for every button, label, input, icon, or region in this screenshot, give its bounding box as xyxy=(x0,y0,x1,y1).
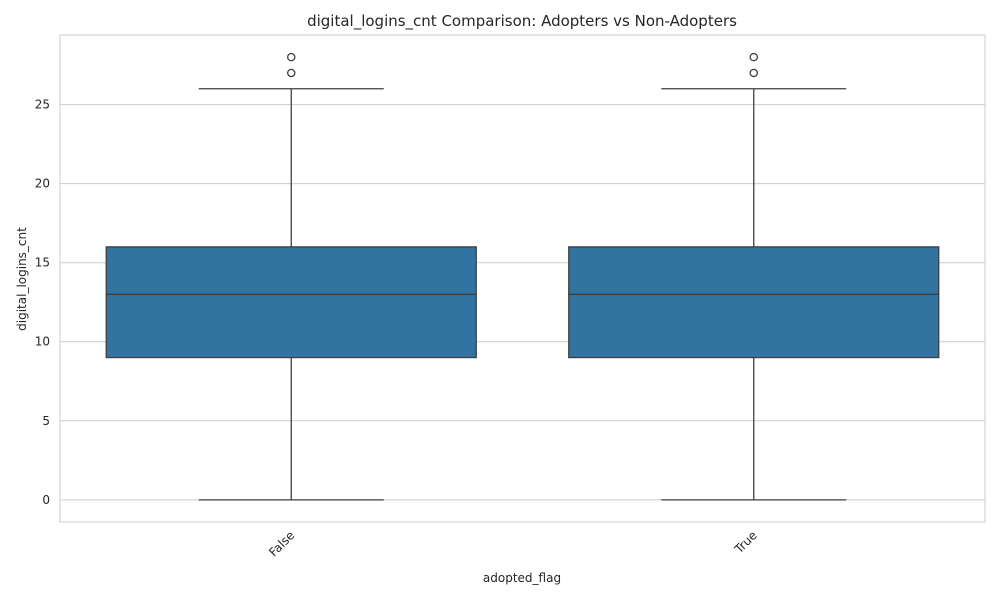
outlier-point xyxy=(749,68,759,78)
y-tick-label: 5 xyxy=(42,414,50,428)
outlier-point xyxy=(286,68,296,78)
y-tick-label: 20 xyxy=(35,177,50,191)
x-axis-label: adopted_flag xyxy=(483,571,561,585)
y-tick-label: 15 xyxy=(35,256,50,270)
x-tick-label: False xyxy=(266,528,297,559)
box-true xyxy=(568,52,940,501)
x-tick-label: True xyxy=(731,528,760,557)
x-axis-ticks: False True xyxy=(266,528,760,559)
iqr-box xyxy=(105,246,477,359)
y-tick-label: 10 xyxy=(35,335,50,349)
y-tick-label: 25 xyxy=(35,98,50,112)
chart-title: digital_logins_cnt Comparison: Adopters … xyxy=(307,12,737,31)
outlier-point xyxy=(286,52,296,62)
y-axis-label: digital_logins_cnt xyxy=(15,227,29,331)
y-tick-label: 0 xyxy=(42,493,50,507)
iqr-box xyxy=(568,246,940,359)
plot-frame xyxy=(59,34,986,523)
outlier-point xyxy=(749,52,759,62)
y-axis-ticks: 0 5 10 15 20 25 xyxy=(35,98,50,507)
box-series xyxy=(105,52,940,501)
box-false xyxy=(105,52,477,501)
